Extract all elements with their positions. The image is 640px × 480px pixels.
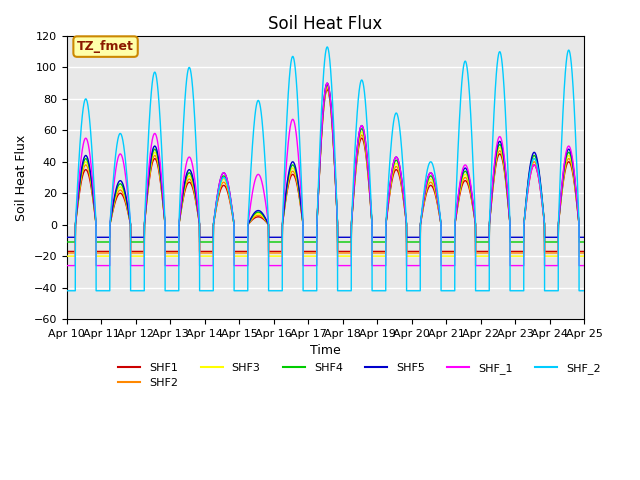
Title: Soil Heat Flux: Soil Heat Flux bbox=[268, 15, 383, 33]
Legend: SHF1, SHF2, SHF3, SHF4, SHF5, SHF_1, SHF_2: SHF1, SHF2, SHF3, SHF4, SHF5, SHF_1, SHF… bbox=[114, 359, 605, 393]
Text: TZ_fmet: TZ_fmet bbox=[77, 40, 134, 53]
X-axis label: Time: Time bbox=[310, 344, 341, 357]
Y-axis label: Soil Heat Flux: Soil Heat Flux bbox=[15, 134, 28, 221]
